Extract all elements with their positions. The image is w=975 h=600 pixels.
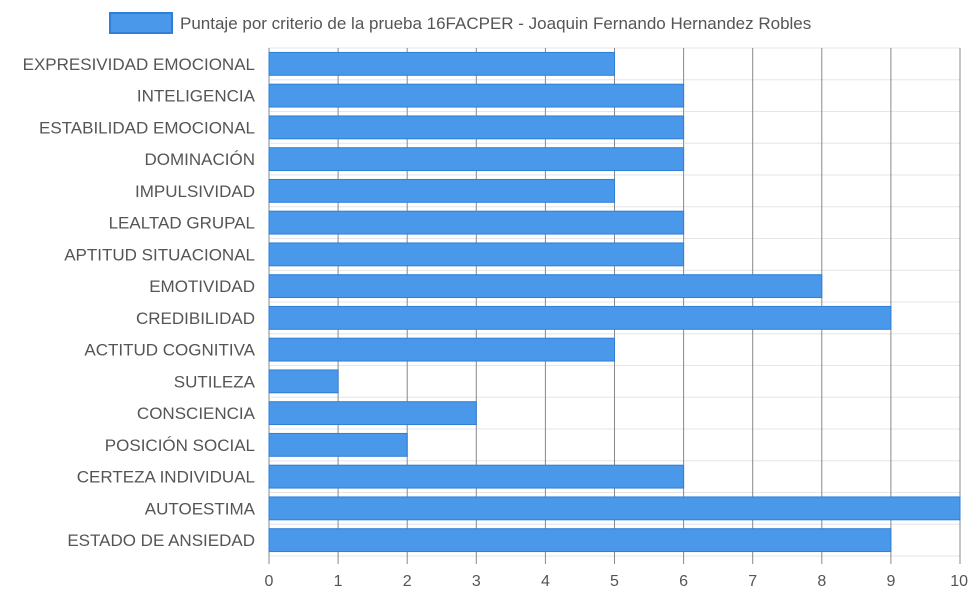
x-tick-label: 8	[817, 573, 826, 590]
legend-label[interactable]: Puntaje por criterio de la prueba 16FACP…	[180, 14, 811, 33]
category-label: ACTITUD COGNITIVA	[84, 341, 255, 360]
bar[interactable]	[268, 337, 615, 362]
bar[interactable]	[268, 242, 685, 267]
x-tick-label: 5	[610, 573, 619, 590]
x-tick-label: 10	[950, 573, 968, 590]
bar[interactable]	[268, 147, 685, 172]
category-label: AUTOESTIMA	[145, 499, 256, 518]
category-label: SUTILEZA	[174, 372, 256, 391]
bars	[268, 51, 961, 553]
x-tick-label: 6	[679, 573, 688, 590]
bar[interactable]	[268, 496, 961, 521]
bar[interactable]	[268, 528, 892, 553]
bar[interactable]	[268, 401, 477, 426]
x-tick-label: 0	[265, 573, 274, 590]
x-tick-label: 1	[334, 573, 343, 590]
bar[interactable]	[268, 369, 339, 394]
category-label: CERTEZA INDIVIDUAL	[77, 468, 255, 487]
bar[interactable]	[268, 305, 892, 330]
category-labels: EXPRESIVIDAD EMOCIONAL INTELIGENCIA ESTABI…	[23, 55, 256, 550]
category-label: EXPRESIVIDAD EMOCIONAL	[23, 55, 255, 74]
x-axis-tick-labels: 0 1 2 3 4 5 6 7 8 9 10	[265, 573, 969, 590]
x-tick-label: 4	[541, 573, 550, 590]
category-label: INTELIGENCIA	[137, 87, 256, 106]
x-tick-label: 3	[472, 573, 481, 590]
x-tick-label: 9	[886, 573, 895, 590]
x-tick-label: 7	[748, 573, 757, 590]
category-label: APTITUD SITUACIONAL	[64, 245, 255, 264]
legend-swatch[interactable]	[109, 12, 173, 34]
bar[interactable]	[268, 432, 408, 457]
legend[interactable]: Puntaje por criterio de la prueba 16FACP…	[109, 12, 811, 34]
bar[interactable]	[268, 178, 615, 203]
category-label: ESTADO DE ANSIEDAD	[67, 531, 255, 550]
category-label: DOMINACIÓN	[145, 150, 256, 169]
bar[interactable]	[268, 274, 823, 299]
category-label: CREDIBILIDAD	[136, 309, 255, 328]
category-label: IMPULSIVIDAD	[135, 182, 255, 201]
bar[interactable]	[268, 464, 685, 489]
category-label: LEALTAD GRUPAL	[109, 214, 255, 233]
bar[interactable]	[268, 210, 685, 235]
category-label: POSICIÓN SOCIAL	[105, 436, 255, 455]
x-tick-label: 2	[403, 573, 412, 590]
bar[interactable]	[268, 83, 685, 108]
category-label: CONSCIENCIA	[137, 404, 256, 423]
bar[interactable]	[268, 51, 615, 76]
category-label: ESTABILIDAD EMOCIONAL	[39, 118, 255, 137]
bar[interactable]	[268, 115, 685, 140]
category-label: EMOTIVIDAD	[149, 277, 255, 296]
